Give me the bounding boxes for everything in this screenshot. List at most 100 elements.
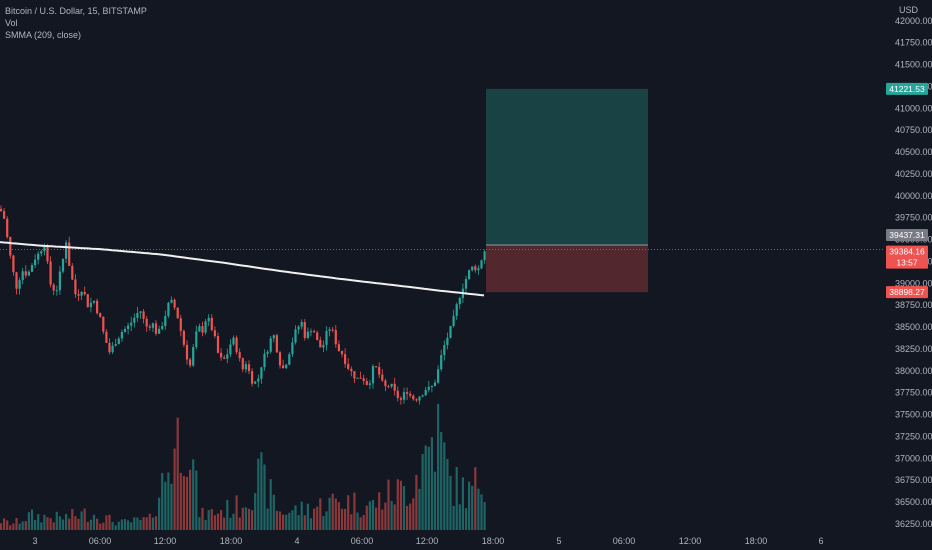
target-zone[interactable]: [486, 88, 648, 245]
candle-body[interactable]: [127, 325, 130, 329]
candle-body[interactable]: [80, 291, 83, 296]
candle-body[interactable]: [300, 322, 303, 327]
candle-body[interactable]: [359, 377, 362, 379]
candle-body[interactable]: [402, 392, 406, 400]
volume-label[interactable]: Vol: [5, 18, 18, 28]
candle-body[interactable]: [210, 317, 213, 331]
candle-body[interactable]: [74, 279, 77, 295]
candle-body[interactable]: [43, 245, 46, 252]
candle-body[interactable]: [430, 386, 433, 388]
candle-body[interactable]: [185, 344, 189, 360]
candle-body[interactable]: [164, 315, 167, 326]
candle-body[interactable]: [96, 300, 99, 314]
candle-body[interactable]: [260, 367, 263, 379]
candle-body[interactable]: [86, 294, 89, 308]
candle-body[interactable]: [266, 351, 269, 354]
candle-body[interactable]: [406, 392, 409, 394]
candle-body[interactable]: [49, 261, 52, 285]
candle-body[interactable]: [251, 371, 254, 384]
candle-body[interactable]: [133, 317, 136, 323]
candle-body[interactable]: [381, 374, 384, 381]
candle-body[interactable]: [55, 290, 58, 292]
candle-body[interactable]: [201, 326, 204, 333]
candle-body[interactable]: [52, 284, 55, 291]
candle-body[interactable]: [464, 279, 468, 289]
candle-body[interactable]: [285, 364, 288, 369]
candle-body[interactable]: [195, 331, 198, 348]
candle-body[interactable]: [18, 280, 21, 289]
candle-body[interactable]: [306, 331, 309, 338]
candle-body[interactable]: [353, 371, 356, 379]
candle-body[interactable]: [189, 359, 192, 366]
candle-body[interactable]: [452, 315, 455, 326]
candle-body[interactable]: [347, 363, 350, 369]
candle-body[interactable]: [24, 271, 27, 276]
candle-body[interactable]: [337, 344, 340, 352]
candle-body[interactable]: [275, 335, 278, 353]
candle-body[interactable]: [229, 344, 232, 355]
candle-body[interactable]: [477, 268, 480, 271]
candle-body[interactable]: [142, 311, 145, 319]
candle-body[interactable]: [111, 345, 114, 353]
candle-body[interactable]: [198, 326, 201, 332]
candle-body[interactable]: [468, 270, 471, 280]
candle-body[interactable]: [440, 355, 443, 370]
candle-body[interactable]: [483, 251, 486, 261]
candle-body[interactable]: [278, 352, 282, 366]
candle-body[interactable]: [396, 390, 399, 398]
candle-body[interactable]: [319, 340, 322, 348]
candle-body[interactable]: [334, 330, 337, 345]
candle-body[interactable]: [375, 366, 378, 368]
candle-body[interactable]: [362, 378, 365, 381]
candle-body[interactable]: [120, 331, 123, 339]
candle-body[interactable]: [350, 368, 353, 372]
candle-body[interactable]: [384, 380, 387, 387]
candle-body[interactable]: [455, 304, 458, 316]
candle-body[interactable]: [161, 325, 164, 329]
candle-body[interactable]: [241, 358, 244, 370]
candle-body[interactable]: [136, 312, 139, 318]
candle-body[interactable]: [92, 300, 96, 303]
candle-body[interactable]: [34, 259, 37, 266]
candle-body[interactable]: [344, 354, 347, 364]
candle-body[interactable]: [30, 265, 34, 272]
candle-body[interactable]: [102, 316, 105, 332]
candle-body[interactable]: [269, 338, 272, 352]
candle-body[interactable]: [390, 383, 393, 387]
candle-body[interactable]: [437, 369, 440, 383]
candle-body[interactable]: [322, 344, 325, 348]
candle-body[interactable]: [6, 218, 9, 237]
candle-body[interactable]: [254, 381, 257, 384]
candle-body[interactable]: [325, 330, 328, 345]
candle-body[interactable]: [309, 331, 313, 333]
candle-body[interactable]: [316, 332, 319, 341]
candle-body[interactable]: [378, 367, 381, 375]
candle-body[interactable]: [151, 323, 154, 328]
candle-body[interactable]: [443, 345, 446, 356]
candle-body[interactable]: [37, 253, 40, 260]
candle-body[interactable]: [220, 352, 223, 358]
candle-body[interactable]: [46, 245, 49, 262]
candle-body[interactable]: [213, 330, 216, 337]
candle-body[interactable]: [61, 258, 65, 272]
candle-body[interactable]: [9, 236, 12, 256]
candle-body[interactable]: [27, 271, 30, 276]
candle-body[interactable]: [232, 337, 235, 345]
candle-body[interactable]: [303, 322, 306, 338]
candle-body[interactable]: [108, 342, 111, 353]
candle-body[interactable]: [446, 337, 449, 346]
candle-body[interactable]: [89, 302, 92, 308]
candle-body[interactable]: [291, 342, 294, 355]
candle-body[interactable]: [114, 344, 117, 346]
candle-body[interactable]: [0, 208, 3, 212]
candle-body[interactable]: [421, 395, 424, 397]
candle-body[interactable]: [313, 331, 316, 333]
candle-body[interactable]: [409, 393, 412, 396]
candle-body[interactable]: [387, 386, 390, 388]
candle-body[interactable]: [58, 271, 61, 291]
candle-body[interactable]: [368, 383, 371, 385]
candle-body[interactable]: [288, 354, 291, 365]
candle-body[interactable]: [433, 382, 437, 387]
candle-body[interactable]: [176, 307, 179, 319]
candle-body[interactable]: [65, 242, 68, 259]
